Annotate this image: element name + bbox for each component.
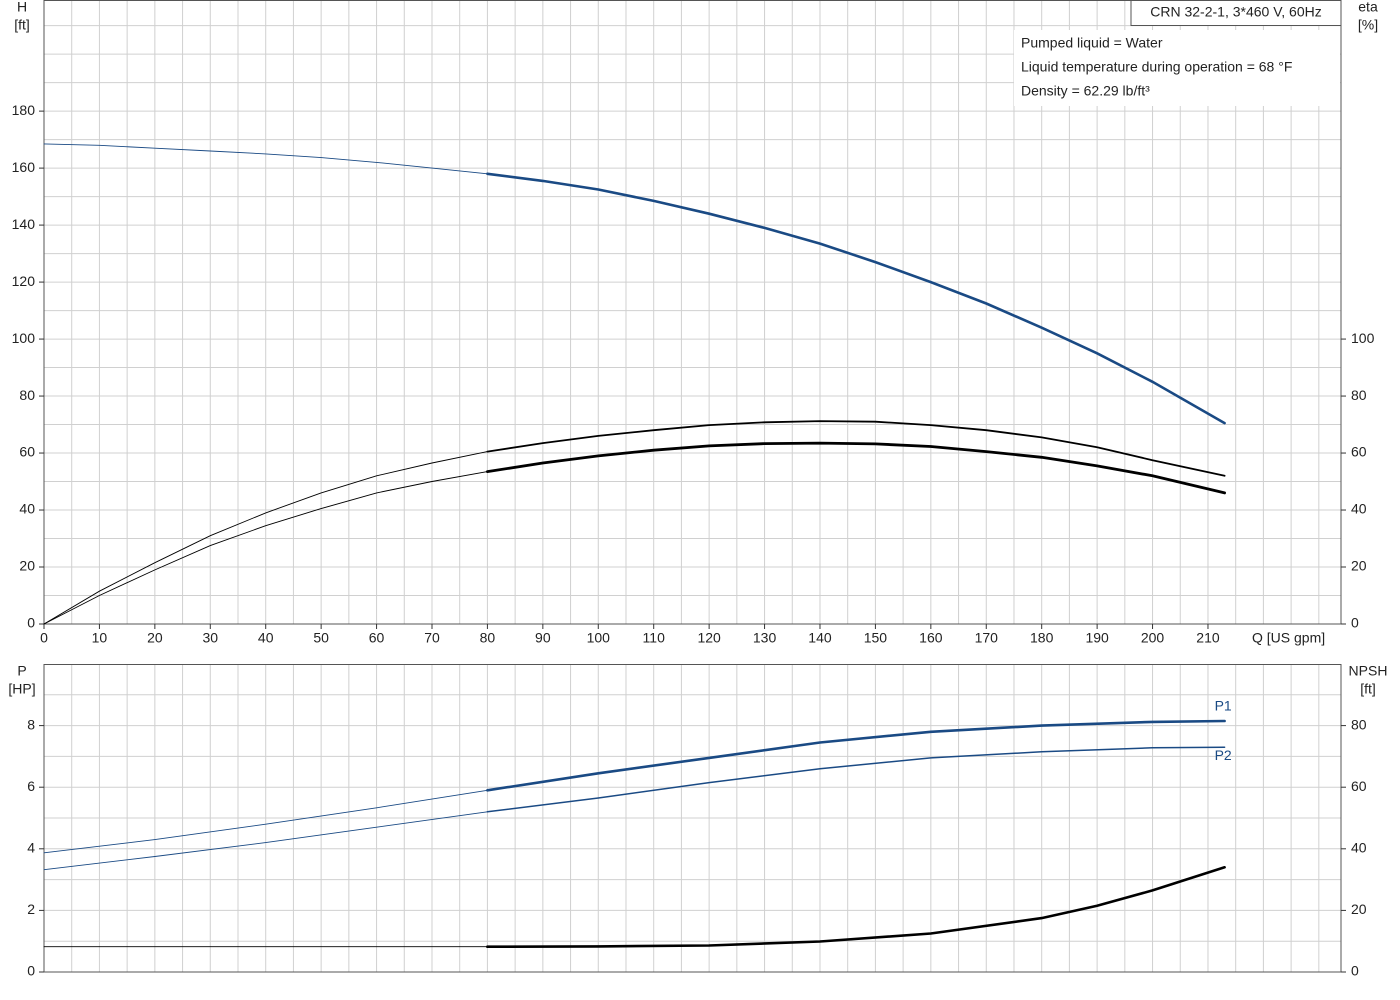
- x-tick-label: 180: [1030, 630, 1054, 646]
- curve: [43, 451, 488, 625]
- x-tick-label: 190: [1085, 630, 1109, 646]
- x-tick-label: 60: [369, 630, 385, 646]
- x-tick-label: 110: [643, 630, 666, 646]
- y2-tick-label: 40: [1351, 840, 1367, 856]
- x-tick-label: 80: [480, 630, 496, 646]
- curve: [486, 172, 1226, 425]
- y2-tick-label: 60: [1351, 444, 1367, 460]
- y2-tick-label: 60: [1351, 778, 1367, 794]
- x-tick-label: 120: [697, 630, 721, 646]
- y2-tick-label: 80: [1351, 716, 1367, 732]
- y-tick-label: 180: [12, 102, 36, 118]
- x-axis-label: Q [US gpm]: [1252, 630, 1325, 646]
- y2-tick-label: 20: [1351, 901, 1367, 917]
- curve: [486, 719, 1226, 792]
- series-label: P1: [1215, 698, 1232, 714]
- curve: [43, 471, 488, 625]
- y-tick-label: 40: [19, 501, 35, 517]
- curve: [486, 866, 1226, 948]
- x-tick-label: 130: [753, 630, 777, 646]
- annotation: Liquid temperature during operation = 68…: [1021, 59, 1292, 75]
- y-tick-label: 160: [12, 159, 36, 175]
- curve: [486, 420, 1226, 477]
- x-tick-label: 200: [1141, 630, 1165, 646]
- x-tick-label: 160: [919, 630, 943, 646]
- x-tick-label: 10: [92, 630, 108, 646]
- curve: [43, 789, 488, 854]
- y-tick-label: 120: [12, 273, 36, 289]
- curve: [43, 143, 488, 175]
- x-tick-label: 40: [258, 630, 274, 646]
- curve: [486, 746, 1226, 813]
- x-tick-label: 0: [40, 630, 48, 646]
- x-tick-label: 170: [975, 630, 999, 646]
- series-label: P2: [1215, 747, 1232, 763]
- x-tick-label: 210: [1196, 630, 1220, 646]
- y-axis-unit: [HP]: [8, 681, 35, 697]
- y-axis-unit: [ft]: [14, 17, 30, 33]
- chart-title: CRN 32-2-1, 3*460 V, 60Hz: [1150, 4, 1321, 20]
- y-tick-label: 6: [27, 778, 35, 794]
- annotation: Pumped liquid = Water: [1021, 35, 1163, 51]
- y-tick-label: 20: [19, 558, 35, 574]
- curve: [486, 441, 1226, 495]
- y2-axis-label: NPSH: [1349, 663, 1388, 679]
- x-tick-label: 140: [808, 630, 832, 646]
- title-box: [1130, 0, 1342, 26]
- y-axis-label: H: [17, 0, 27, 15]
- y2-tick-label: 80: [1351, 387, 1367, 403]
- y-tick-label: 100: [12, 330, 36, 346]
- x-tick-label: 20: [147, 630, 163, 646]
- annotation: Density = 62.29 lb/ft³: [1021, 83, 1150, 99]
- y2-axis-label: eta: [1358, 0, 1378, 15]
- y-tick-label: 80: [19, 387, 35, 403]
- x-tick-label: 50: [313, 630, 329, 646]
- y-tick-label: 4: [27, 840, 35, 856]
- y-tick-label: 0: [27, 963, 35, 979]
- x-tick-label: 100: [587, 630, 611, 646]
- plot-frame: [43, 0, 1342, 625]
- y2-tick-label: 0: [1351, 963, 1359, 979]
- y2-axis-unit: [ft]: [1360, 681, 1376, 697]
- y-tick-label: 60: [19, 444, 35, 460]
- curve: [43, 811, 488, 871]
- y-axis-label: P: [17, 663, 26, 679]
- y-tick-label: 8: [27, 716, 35, 732]
- info-background: [1014, 30, 1340, 106]
- y2-tick-label: 20: [1351, 558, 1367, 574]
- y2-tick-label: 100: [1351, 330, 1375, 346]
- y-tick-label: 140: [12, 216, 36, 232]
- y2-axis-unit: [%]: [1358, 17, 1378, 33]
- y2-tick-label: 40: [1351, 501, 1367, 517]
- y-tick-label: 2: [27, 901, 35, 917]
- x-tick-label: 150: [864, 630, 888, 646]
- y-tick-label: 0: [27, 615, 35, 631]
- x-tick-label: 30: [202, 630, 218, 646]
- plot-frame: [43, 664, 1342, 973]
- x-tick-label: 90: [535, 630, 551, 646]
- x-tick-label: 70: [424, 630, 440, 646]
- y2-tick-label: 0: [1351, 615, 1359, 631]
